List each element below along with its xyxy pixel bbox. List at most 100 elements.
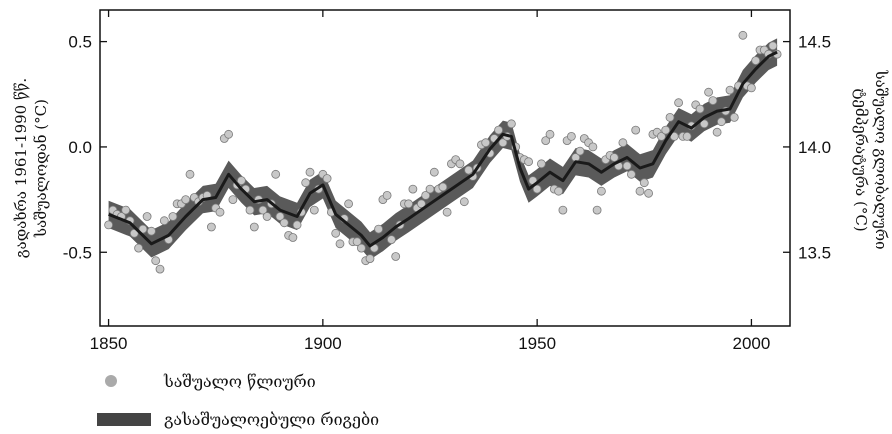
annual-point [138,224,148,234]
annual-point [498,138,508,148]
annual-point [425,184,435,194]
annual-point [168,212,178,221]
annual-point [365,254,375,264]
y2-axis-title-line2: ტემპერატურა (°C) [852,88,870,231]
annual-point [644,188,653,198]
annual-point [185,169,195,179]
y2-tick-label: 14.5 [798,33,831,52]
legend-smoothed-label: გასაშუალოებული რიგები [164,410,379,429]
annual-point [524,157,533,167]
annual-point [442,207,452,217]
annual-point [262,212,272,221]
annual-point [391,252,401,261]
annual-point [129,228,139,238]
y-axis-title-line1: გადახრა 1961-1990 წწ. [12,78,30,258]
annual-point [704,87,713,97]
annual-point [245,205,255,215]
annual-point [305,167,315,177]
annual-point [627,169,636,179]
annual-point [751,56,761,65]
annual-point [717,117,726,127]
smoothed-series-line [108,50,778,248]
annual-point [464,165,474,175]
annual-point [104,220,113,230]
annual-point [386,235,396,245]
annual-point [597,186,606,196]
annual-point [438,182,448,192]
annual-point [151,256,161,266]
y-tick-label: 0.0 [68,138,92,157]
x-tick-label: 1950 [518,334,556,353]
annual-point [322,174,332,183]
annual-point [455,159,465,169]
annual-point [344,199,354,209]
annual-point [275,212,285,221]
annual-point [622,161,632,171]
annual-point [639,178,649,188]
annual-point [271,169,281,179]
x-tick-label: 1900 [304,334,342,353]
annual-point [279,218,289,228]
x-tick-label: 2000 [733,334,771,353]
annual-point [657,131,666,141]
x-tick-label: 1850 [90,334,128,353]
annual-point [206,222,216,232]
annual-point [335,239,345,249]
annual-point [494,125,504,135]
y-axis-title-line2: საშუალოდან (°C) [32,99,50,238]
annual-point [618,138,628,148]
legend: საშუალო წლიური გასაშუალოებული რიგები [97,372,379,429]
y-tick-label: 0.5 [68,33,92,52]
annual-point [708,96,718,105]
annual-point [459,197,469,207]
annual-point [374,224,384,234]
annual-point [121,205,131,215]
annual-points [104,30,782,274]
y-tick-label: -0.5 [63,243,92,262]
annual-point [631,125,641,135]
annual-point [575,146,585,156]
annual-point [506,119,516,129]
annual-point [181,195,191,205]
annual-point [215,207,225,217]
annual-point [768,41,778,51]
y2-axis-title-line1: საშუალო გლობალური [872,70,890,250]
annual-point [738,30,748,40]
annual-point [155,264,165,274]
legend-dot-swatch [105,375,117,387]
annual-point [729,113,739,122]
annual-point [249,222,259,232]
annual-point [682,131,692,141]
annual-point [382,190,392,200]
annual-point [609,153,619,162]
annual-point [301,178,311,188]
y2-axis-title: საშუალო გლობალური ტემპერატურა (°C) [852,70,890,250]
annual-point [142,212,152,221]
annual-point [588,142,598,152]
annual-point [352,237,362,247]
axes: 1850 1900 1950 2000 0.5 0.0 -0.5 14.5 14.0 13.5 [63,10,831,353]
annual-point [712,127,722,137]
annual-point [592,205,602,215]
annual-point [558,205,568,215]
annual-point [421,190,431,200]
annual-point [408,184,418,194]
annual-point [747,83,756,93]
annual-point [146,226,156,236]
annual-point [545,129,555,139]
annual-point [228,195,238,205]
annual-point [635,186,645,196]
annual-point [356,243,366,253]
y-axis-title: გადახრა 1961-1990 წწ. საშუალოდან (°C) [12,78,50,258]
annual-point [258,205,268,215]
y2-tick-label: 14.0 [798,138,831,157]
annual-point [554,186,563,196]
annual-point [725,85,735,95]
legend-band-swatch [97,413,151,426]
annual-point [159,216,169,226]
y2-tick-label: 13.5 [798,243,831,262]
annual-point [134,243,144,253]
annual-point [661,125,671,135]
legend-annual-label: საშუალო წლიური [163,372,316,391]
